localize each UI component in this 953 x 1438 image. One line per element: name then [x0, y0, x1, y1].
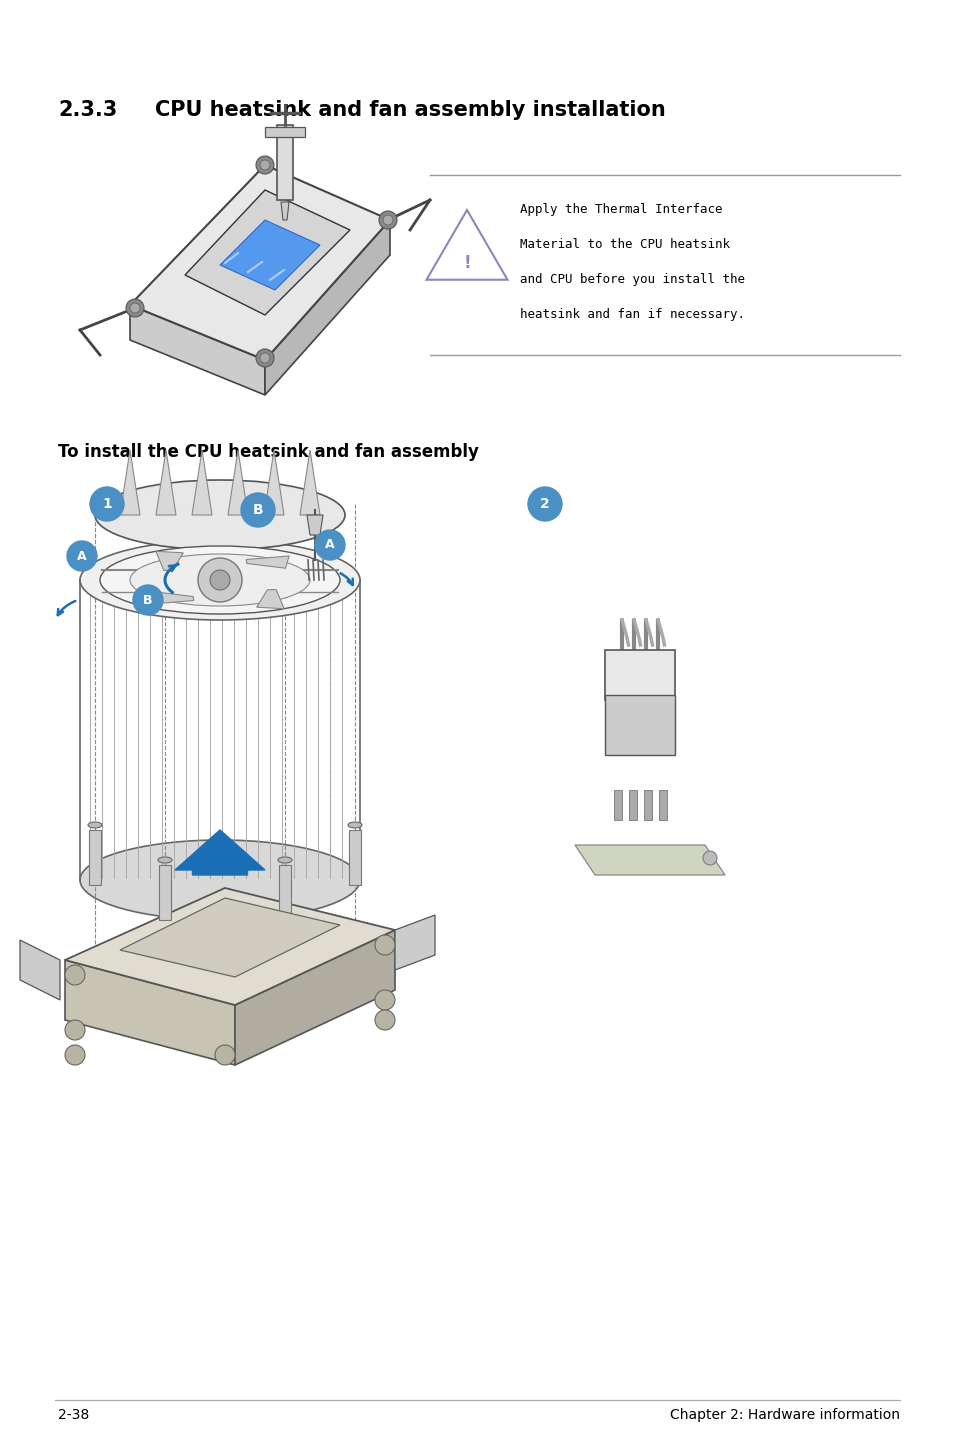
Circle shape — [126, 299, 144, 316]
Text: Material to the CPU heatsink: Material to the CPU heatsink — [519, 239, 729, 252]
Circle shape — [702, 851, 717, 866]
Polygon shape — [395, 915, 435, 971]
Circle shape — [260, 352, 270, 362]
Bar — [278, 866, 291, 920]
Circle shape — [198, 558, 242, 603]
Polygon shape — [185, 190, 350, 315]
Polygon shape — [426, 210, 507, 280]
Text: B: B — [143, 594, 152, 607]
Polygon shape — [65, 961, 234, 1066]
Polygon shape — [130, 305, 265, 395]
Text: 2.3.3: 2.3.3 — [58, 101, 117, 119]
Circle shape — [375, 989, 395, 1009]
Text: 2-38: 2-38 — [58, 1408, 90, 1422]
Polygon shape — [234, 930, 395, 1066]
Bar — [604, 695, 675, 755]
Polygon shape — [265, 220, 390, 395]
Bar — [659, 789, 666, 820]
Ellipse shape — [348, 823, 361, 828]
Polygon shape — [155, 551, 183, 571]
Circle shape — [130, 303, 140, 313]
Text: Apply the Thermal Interface: Apply the Thermal Interface — [519, 203, 721, 216]
FancyArrow shape — [174, 830, 265, 874]
Polygon shape — [120, 450, 140, 515]
Polygon shape — [130, 165, 390, 360]
Polygon shape — [192, 450, 212, 515]
Ellipse shape — [130, 554, 310, 605]
Text: To install the CPU heatsink and fan assembly: To install the CPU heatsink and fan asse… — [58, 443, 478, 462]
Bar — [604, 650, 675, 700]
Text: A: A — [325, 538, 335, 552]
Circle shape — [255, 155, 274, 174]
Text: CPU FAN: CPU FAN — [589, 860, 621, 869]
Circle shape — [65, 1045, 85, 1066]
Text: 1: 1 — [102, 498, 112, 510]
Polygon shape — [156, 450, 175, 515]
Ellipse shape — [95, 480, 345, 549]
Polygon shape — [20, 940, 60, 999]
Bar — [89, 830, 101, 884]
Circle shape — [382, 216, 393, 224]
Ellipse shape — [88, 823, 102, 828]
Text: 2: 2 — [539, 498, 549, 510]
Text: B: B — [253, 503, 263, 518]
Bar — [265, 127, 305, 137]
Polygon shape — [220, 220, 319, 290]
Circle shape — [241, 493, 274, 526]
Circle shape — [67, 541, 97, 571]
Ellipse shape — [80, 541, 359, 620]
Bar — [643, 789, 651, 820]
Circle shape — [210, 569, 230, 590]
Bar — [349, 830, 360, 884]
Text: and CPU before you install the: and CPU before you install the — [519, 273, 744, 286]
Text: CPU heatsink and fan assembly installation: CPU heatsink and fan assembly installati… — [154, 101, 665, 119]
Circle shape — [65, 1020, 85, 1040]
Circle shape — [260, 160, 270, 170]
Bar — [159, 866, 171, 920]
Polygon shape — [256, 590, 284, 608]
Text: !: ! — [463, 255, 471, 272]
Circle shape — [65, 965, 85, 985]
Text: heatsink and fan if necessary.: heatsink and fan if necessary. — [519, 308, 744, 321]
Polygon shape — [264, 450, 284, 515]
Ellipse shape — [158, 857, 172, 863]
Circle shape — [375, 1009, 395, 1030]
Polygon shape — [151, 592, 193, 604]
Circle shape — [255, 349, 274, 367]
Bar — [276, 125, 293, 200]
Text: Chapter 2: Hardware information: Chapter 2: Hardware information — [669, 1408, 899, 1422]
Circle shape — [214, 1045, 234, 1066]
Circle shape — [314, 531, 345, 559]
Polygon shape — [120, 897, 339, 976]
Ellipse shape — [277, 857, 292, 863]
Ellipse shape — [100, 546, 339, 614]
Text: A: A — [77, 549, 87, 562]
Polygon shape — [246, 557, 289, 568]
Polygon shape — [575, 846, 724, 874]
Polygon shape — [307, 515, 323, 535]
Ellipse shape — [80, 840, 359, 920]
Polygon shape — [299, 450, 319, 515]
Circle shape — [132, 585, 163, 615]
Bar — [614, 789, 621, 820]
Circle shape — [527, 487, 561, 521]
Polygon shape — [281, 201, 289, 220]
Polygon shape — [65, 889, 395, 1005]
Circle shape — [90, 487, 124, 521]
Polygon shape — [228, 450, 248, 515]
Bar — [628, 789, 637, 820]
Circle shape — [378, 211, 396, 229]
Circle shape — [375, 935, 395, 955]
